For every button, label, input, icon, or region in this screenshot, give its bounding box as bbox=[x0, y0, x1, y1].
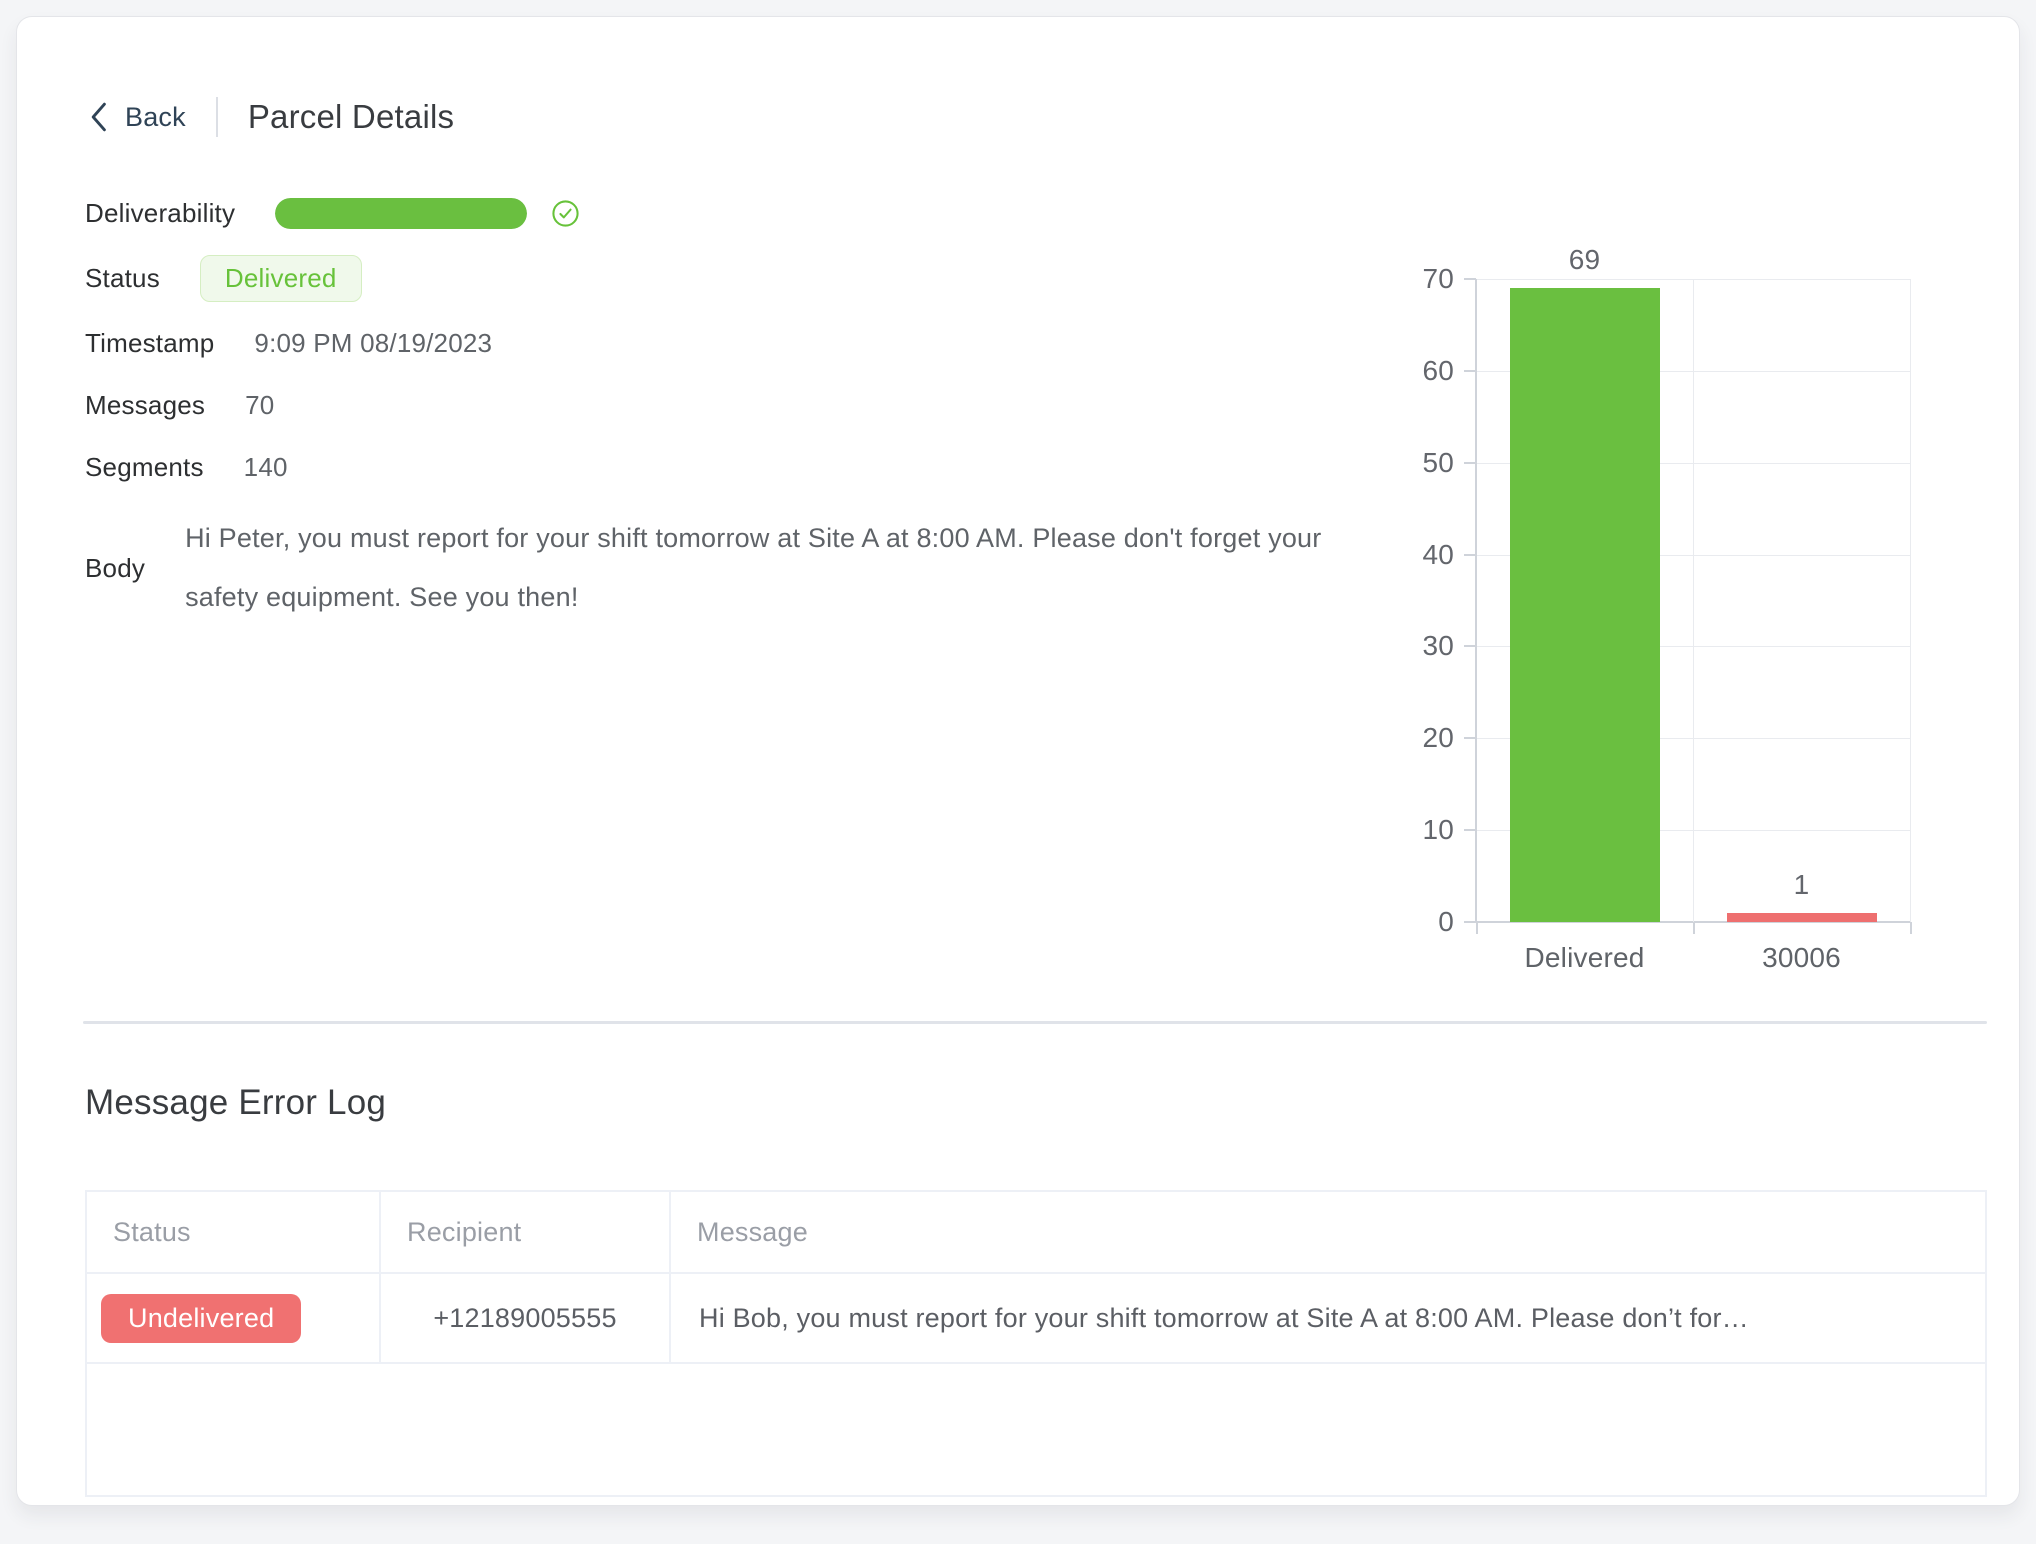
details-section: Deliverability Status Delivered Timestam… bbox=[85, 193, 1415, 648]
segments-value: 140 bbox=[243, 452, 288, 482]
row-status-cell: Undelivered bbox=[87, 1274, 381, 1362]
detail-row-timestamp: Timestamp 9:09 PM 08/19/2023 bbox=[85, 323, 1415, 364]
header: Back Parcel Details bbox=[87, 97, 454, 137]
table-header-row: Status Recipient Message bbox=[87, 1192, 1985, 1274]
section-divider bbox=[83, 1021, 1987, 1024]
row-recipient-cell: +12189005555 bbox=[381, 1274, 671, 1362]
parcel-details-card: Back Parcel Details Deliverability St bbox=[16, 16, 2020, 1506]
x-axis-tick bbox=[1693, 922, 1695, 934]
chevron-left-icon[interactable] bbox=[87, 101, 109, 133]
column-header-message: Message bbox=[697, 1216, 808, 1247]
detail-row-messages: Messages 70 bbox=[85, 385, 1415, 426]
y-axis-tick bbox=[1464, 553, 1476, 556]
detail-row-body: Body Hi Peter, you must report for your … bbox=[85, 509, 1415, 627]
y-axis-line bbox=[1475, 279, 1477, 922]
back-button[interactable]: Back bbox=[87, 101, 186, 133]
y-axis-tick bbox=[1464, 645, 1476, 648]
y-axis-label: 40 bbox=[1422, 538, 1454, 570]
y-axis-label: 70 bbox=[1422, 263, 1454, 294]
y-axis-tick bbox=[1464, 829, 1476, 832]
messages-label: Messages bbox=[85, 390, 206, 420]
detail-row-deliverability: Deliverability bbox=[85, 193, 1415, 234]
y-axis-label: 30 bbox=[1422, 630, 1454, 662]
y-axis-tick bbox=[1464, 369, 1476, 372]
y-axis-label: 20 bbox=[1422, 722, 1454, 754]
y-axis-tick bbox=[1464, 461, 1476, 464]
bar-value-label: 69 bbox=[1568, 244, 1601, 276]
column-header-status: Status bbox=[87, 1192, 381, 1272]
y-axis-tick bbox=[1464, 921, 1476, 923]
chart-plot: 0 10 20 30 40 50 60 70 69 Delivered 1 30006 bbox=[1422, 244, 1912, 973]
header-divider bbox=[215, 97, 218, 137]
y-axis-label: 50 bbox=[1422, 446, 1454, 478]
y-axis-tick bbox=[1464, 737, 1476, 740]
status-label: Status bbox=[85, 263, 160, 293]
segments-label: Segments bbox=[85, 452, 204, 482]
undelivered-badge: Undelivered bbox=[101, 1293, 302, 1343]
body-label: Body bbox=[85, 552, 146, 583]
check-circle-icon bbox=[551, 199, 580, 228]
timestamp-label: Timestamp bbox=[85, 328, 215, 358]
column-header-recipient: Recipient bbox=[381, 1192, 671, 1272]
row-message-cell: Hi Bob, you must report for your shift t… bbox=[699, 1302, 1749, 1333]
chart-bar-30006 bbox=[1726, 912, 1877, 922]
y-axis-tick bbox=[1464, 278, 1476, 280]
deliverability-progress bbox=[275, 198, 528, 229]
y-axis-label: 0 bbox=[1438, 906, 1454, 937]
category-label: 30006 bbox=[1762, 942, 1841, 973]
back-label[interactable]: Back bbox=[125, 101, 186, 132]
timestamp-value: 9:09 PM 08/19/2023 bbox=[254, 328, 493, 358]
detail-row-status: Status Delivered bbox=[85, 255, 1415, 302]
status-badge: Delivered bbox=[199, 255, 362, 302]
x-axis-tick bbox=[1476, 922, 1478, 934]
body-text: Hi Peter, you must report for your shift… bbox=[185, 523, 1322, 612]
y-axis-label: 10 bbox=[1422, 814, 1454, 846]
y-axis-label: 60 bbox=[1422, 354, 1454, 386]
delivery-bar-chart: 0 10 20 30 40 50 60 70 69 Delivered 1 30006 bbox=[1393, 237, 2013, 1027]
table-row: Undelivered +12189005555 Hi Bob, you must … bbox=[87, 1274, 1985, 1364]
chart-bar-delivered bbox=[1509, 288, 1660, 922]
messages-value: 70 bbox=[245, 390, 275, 420]
error-log-table: Status Recipient Message Undelivered +121… bbox=[85, 1190, 1987, 1497]
gridline-vertical bbox=[1693, 279, 1694, 922]
x-axis-tick bbox=[1910, 922, 1912, 934]
gridline-vertical bbox=[1910, 279, 1911, 922]
deliverability-label: Deliverability bbox=[85, 198, 236, 228]
bar-value-label: 1 bbox=[1793, 868, 1810, 900]
deliverability-progress-fill bbox=[275, 198, 528, 229]
error-log-title: Message Error Log bbox=[85, 1083, 387, 1122]
detail-row-segments: Segments 140 bbox=[85, 447, 1415, 488]
category-label: Delivered bbox=[1524, 942, 1645, 973]
error-table-body: Undelivered +12189005555 Hi Bob, you must … bbox=[87, 1274, 1985, 1364]
page-title: Parcel Details bbox=[247, 98, 455, 135]
